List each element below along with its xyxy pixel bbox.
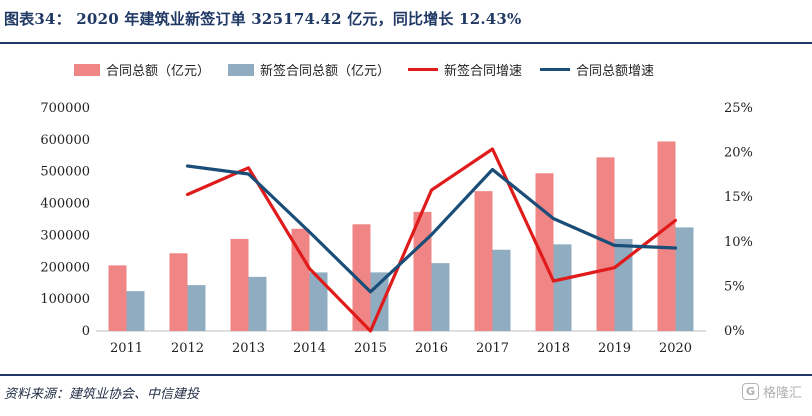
legend-label-total-growth: 合同总额增速 xyxy=(576,64,655,79)
left-axis-tick-label: 500000 xyxy=(40,165,90,180)
source-note: 资料来源：建筑业协会、中信建投 xyxy=(4,387,200,402)
line-total-growth xyxy=(185,164,678,294)
legend-item-new-growth: 新签合同增速 xyxy=(408,60,522,79)
right-axis-tick-label: 10% xyxy=(724,235,753,250)
bar-total-2015 xyxy=(352,224,371,331)
right-axis-tick-label: 25% xyxy=(724,101,753,116)
bar-total-2017 xyxy=(474,191,493,331)
left-axis-tick-label: 700000 xyxy=(40,101,90,116)
legend-swatch-total-bar xyxy=(74,63,100,76)
bar-total-2016 xyxy=(413,211,432,331)
x-axis-tick-label: 2017 xyxy=(476,341,509,356)
right-axis-tick-label: 20% xyxy=(724,146,753,161)
x-axis-tick-label: 2013 xyxy=(232,341,265,356)
bar-total-2011 xyxy=(108,265,127,331)
x-axis-tick-label: 2011 xyxy=(110,341,143,356)
x-axis-tick-label: 2016 xyxy=(415,341,448,356)
x-axis-tick-label: 2014 xyxy=(293,341,326,356)
legend-item-new-bar: 新签合同总额（亿元） xyxy=(228,60,390,79)
left-axis-tick-label: 400000 xyxy=(40,197,90,212)
title-rule xyxy=(0,42,812,44)
legend-label-total-bar: 合同总额（亿元） xyxy=(106,64,211,79)
x-axis-tick-label: 2012 xyxy=(171,341,204,356)
left-axis-tick-label: 600000 xyxy=(40,133,90,148)
legend-swatch-total-growth xyxy=(540,68,571,71)
left-axis-tick-label: 300000 xyxy=(40,228,90,243)
x-axis-tick-label: 2018 xyxy=(537,341,570,356)
legend-swatch-new-growth xyxy=(408,68,439,71)
line-new-growth xyxy=(185,147,678,333)
chart-title: 图表34： 2020 年建筑业新签订单 325174.42 亿元，同比增长 12… xyxy=(4,10,522,28)
bar-new-2013 xyxy=(248,276,267,331)
legend-label-new-bar: 新签合同总额（亿元） xyxy=(260,64,391,79)
left-axis-tick-label: 100000 xyxy=(40,292,90,307)
left-axis-tick-label: 0 xyxy=(82,324,90,339)
bar-new-2016 xyxy=(431,263,450,331)
bar-new-2014 xyxy=(309,272,328,331)
left-axis-tick-label: 200000 xyxy=(40,260,90,275)
legend-swatch-new-bar xyxy=(228,63,255,76)
legend-item-total-bar: 合同总额（亿元） xyxy=(74,60,210,79)
watermark-icon: G xyxy=(741,383,759,400)
right-axis-tick-label: 15% xyxy=(724,190,753,205)
legend-label-new-growth: 新签合同增速 xyxy=(444,64,523,79)
bar-total-2019 xyxy=(596,157,615,331)
bar-total-2014 xyxy=(291,228,310,331)
right-axis-tick-label: 0% xyxy=(724,324,745,339)
bar-total-2020 xyxy=(657,141,676,331)
bar-total-2012 xyxy=(169,253,188,331)
watermark-logo: G 格隆汇 xyxy=(741,382,802,401)
bar-new-2019 xyxy=(614,238,633,331)
bar-new-2018 xyxy=(553,244,572,331)
bar-new-2011 xyxy=(126,291,145,331)
watermark-text: 格隆汇 xyxy=(762,386,802,401)
bar-total-2018 xyxy=(535,173,554,331)
bar-new-2012 xyxy=(187,285,206,331)
x-axis-tick-label: 2015 xyxy=(354,341,387,356)
right-axis-tick-label: 5% xyxy=(724,279,745,294)
bar-total-2013 xyxy=(230,238,249,331)
legend-item-total-growth: 合同总额增速 xyxy=(540,60,654,79)
x-axis-tick-label: 2019 xyxy=(598,341,631,356)
source-rule xyxy=(0,374,812,376)
legend: 合同总额（亿元） 新签合同总额（亿元） 新签合同增速 合同总额增速 xyxy=(74,60,654,79)
bar-new-2017 xyxy=(492,249,511,331)
x-axis-tick-label: 2020 xyxy=(659,341,692,356)
bar-new-2020 xyxy=(675,227,694,331)
